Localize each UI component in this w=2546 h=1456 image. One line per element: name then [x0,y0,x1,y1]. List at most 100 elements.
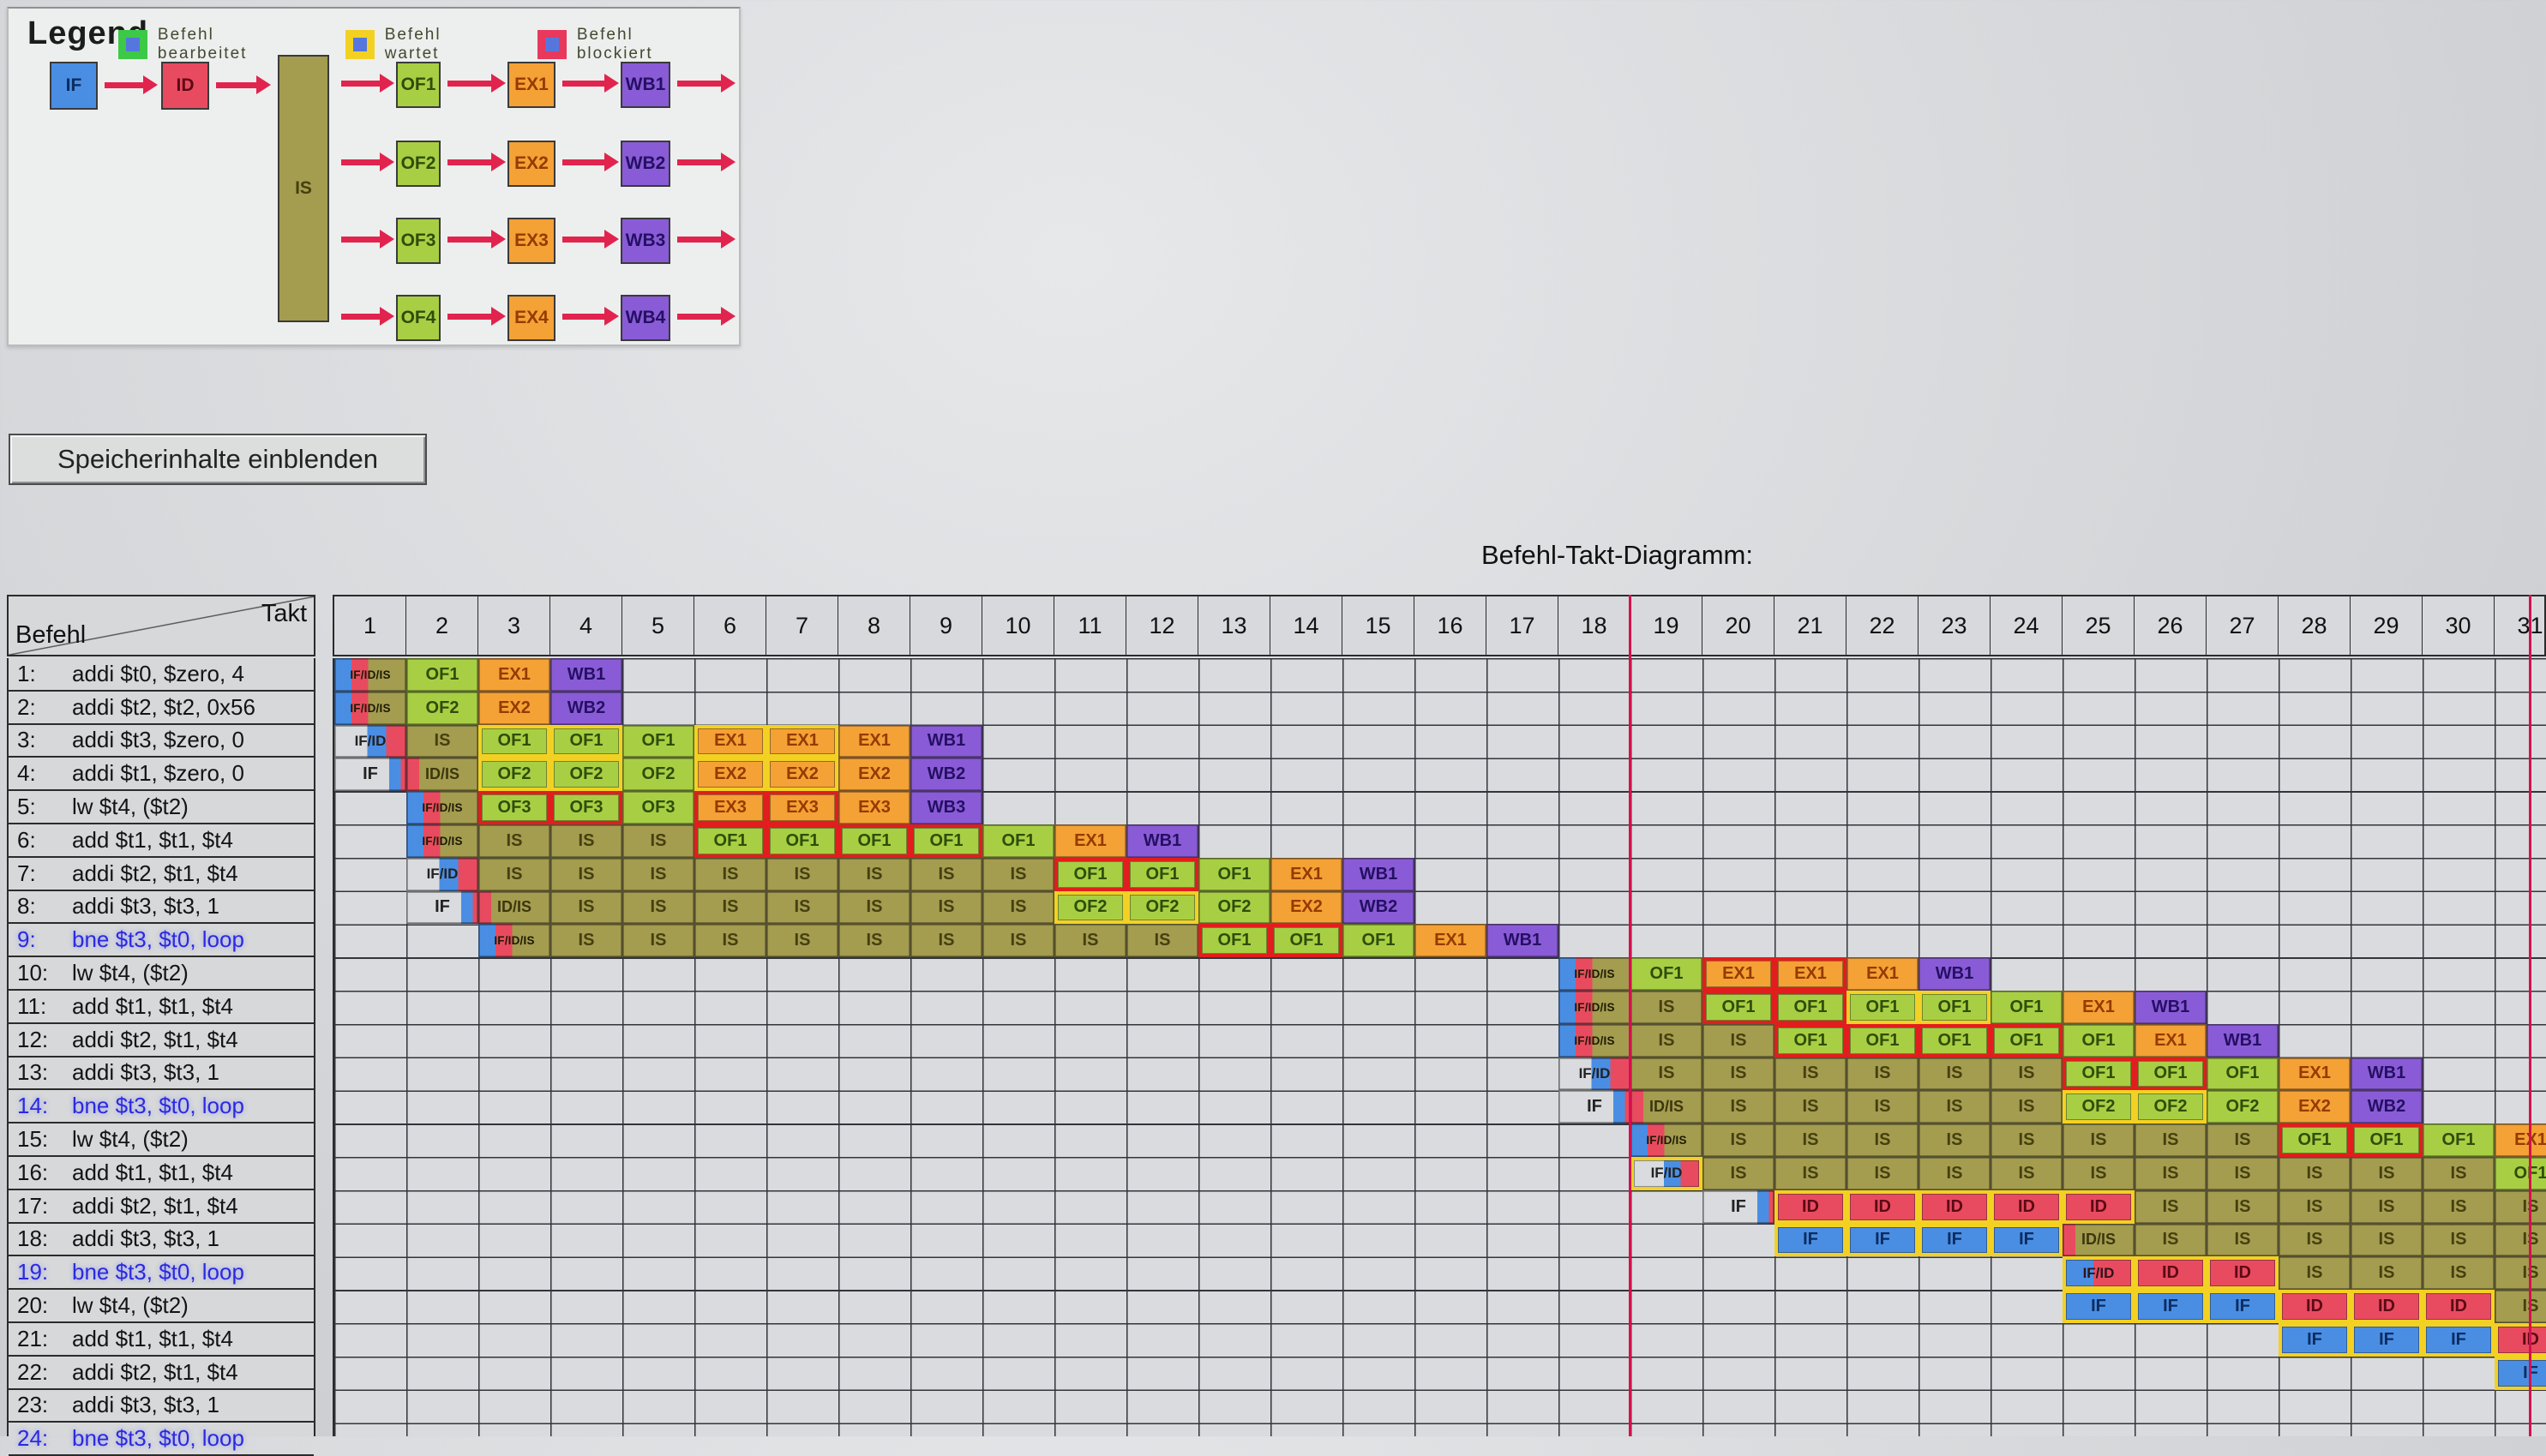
pipeline-cell: IS [1991,1090,2063,1124]
pipeline-cell: IF/ID/IS [1558,1023,1630,1058]
instruction-number: 18: [17,1225,49,1252]
pipeline-cell: OF1 [2423,1123,2495,1157]
flow-arrow-icon [677,230,736,249]
pipeline-cell: ID/IS [1630,1090,1702,1124]
pipeline-cell: IF [2207,1290,2279,1323]
pipeline-cell: IS [1702,1090,1774,1124]
pipeline-cell: IS [1774,1057,1846,1091]
legend-items: Befehl bearbeitet Befehl wartet Befehl blo… [118,26,739,63]
pipeline-cell: IS [1774,1157,1846,1190]
pipeline-cell: IS [1846,1157,1919,1190]
flow-arrow-icon [562,230,619,249]
flow-arrow-icon [341,153,394,171]
instruction-number: 15: [17,1126,49,1153]
instruction-text: add $t1, $t1, $t4 [72,826,233,853]
pipeline-cell: ID/IS [478,890,550,925]
takt-header-cell: 13 [1198,596,1270,655]
pipeline-cell: IS [2495,1290,2546,1323]
instruction-number: 7: [17,860,36,886]
pipeline-cell: IS [2495,1256,2546,1291]
flow-arrow-icon [341,230,394,249]
takt-header-cell: 17 [1486,596,1558,655]
pipeline-cell: IS [1991,1123,2063,1157]
instruction-row: 23: addi $t3, $t3, 1 [9,1390,314,1423]
pipeline-cell: IF [1846,1223,1919,1257]
flow-arrow-icon [447,153,506,171]
pipeline-cell: WB1 [910,724,982,758]
pipeline-cell: IF [1558,1090,1630,1124]
instruction-number: 21: [17,1325,49,1351]
pipeline-cell: OF1 [2135,1057,2207,1091]
pipeline-cell: OF1 [1054,857,1126,891]
pipeline-cell: IS [694,857,766,891]
instruction-row: 10: lw $t4, ($t2) [9,957,314,991]
pipeline-cell: OF2 [2207,1090,2279,1124]
pipeline-cell: IS [2063,1123,2135,1157]
takt-header-cell: 12 [1126,596,1198,655]
pipeline-cell: ID [2423,1290,2495,1323]
pipeline-cell: IS [622,824,694,858]
pipeline-cell: OF1 [766,824,838,858]
pipeline-cell: IS [2423,1223,2495,1257]
pipeline-cell: WB2 [2351,1090,2423,1124]
pipeline-cell: IF/ID/IS [406,791,478,824]
instruction-list: 1: addi $t0, $zero, 4 2: addi $t2, $t2, 0x5… [7,658,315,1456]
flow-arrow-icon [677,307,736,326]
pipeline-cell: IS [1702,1023,1774,1058]
instruction-row: 7: addi $t2, $t1, $t4 [9,858,314,891]
pipeline-cell: IS [982,890,1054,925]
instruction-row: 20: lw $t4, ($t2) [9,1290,314,1323]
flow-arrow-icon [447,230,506,249]
pipeline-cell: WB1 [2351,1057,2423,1091]
instruction-number: 1: [17,660,36,686]
pipeline-cell: EX3 [766,791,838,824]
legend-status-swatch-icon [345,30,375,59]
pipeline-cell: IF/ID [2063,1256,2135,1291]
flow-arrow-icon [341,74,394,93]
pipeline-cell: OF1 [1342,924,1414,958]
pipeline-cell: IS [1630,991,1702,1024]
pipeline-cell: ID [2135,1256,2207,1291]
instruction-text: addi $t2, $t1, $t4 [72,860,238,886]
instruction-number: 11: [17,992,47,1019]
pipeline-cell: IS [2351,1256,2423,1291]
instruction-number: 13: [17,1059,49,1086]
pipeline-cell: ID [2207,1256,2279,1291]
legend-status-swatch-icon [118,30,147,59]
instruction-text: addi $t2, $t2, 0x56 [72,693,255,720]
flow-arrow-icon [562,153,619,171]
instruction-row: 5: lw $t4, ($t2) [9,791,314,824]
instruction-text: bne $t3, $t0, loop [72,1093,244,1119]
pipeline-cell: IS [2279,1157,2351,1190]
pipeline-cell: OF1 [1198,924,1270,958]
flow-arrow-icon [677,74,736,93]
pipeline-cell: IS [2495,1189,2546,1224]
pipeline-cell: IS [2423,1189,2495,1224]
pipeline-cell: OF1 [2351,1123,2423,1157]
pipeline-cell: OF1 [1702,991,1774,1024]
instruction-number: 19: [17,1259,49,1285]
takt-header-cell: 15 [1342,596,1414,655]
instruction-text: lw $t4, ($t2) [72,1292,189,1319]
instruction-text: bne $t3, $t0, loop [72,926,244,953]
pipeline-cell: EX1 [694,724,766,758]
pipeline-cell: OF2 [1126,890,1198,925]
takt-header-cell: 14 [1270,596,1342,655]
instruction-number: 17: [17,1192,49,1219]
pipeline-cell: IF [1919,1223,1991,1257]
pipeline-cell: IF/ID/IS [334,658,406,692]
show-memory-button[interactable]: Speicherinhalte einblenden [9,434,427,485]
instruction-number: 5: [17,794,36,820]
instruction-number: 16: [17,1159,49,1185]
pipeline-cell: IS [2135,1157,2207,1190]
instruction-text: addi $t0, $zero, 4 [72,660,244,686]
pipeline-cell: IS [2063,1157,2135,1190]
pipeline-cell: IS [766,857,838,891]
pipeline-cell: IS [2279,1189,2351,1224]
pipeline-cell: OF1 [2279,1123,2351,1157]
takt-header-cell: 6 [694,596,766,655]
flow-arrow-icon [447,74,506,93]
instruction-text: addi $t3, $t3, 1 [72,893,220,920]
flow-arrow-icon [216,75,271,94]
pipeline-cell: WB2 [550,691,622,725]
